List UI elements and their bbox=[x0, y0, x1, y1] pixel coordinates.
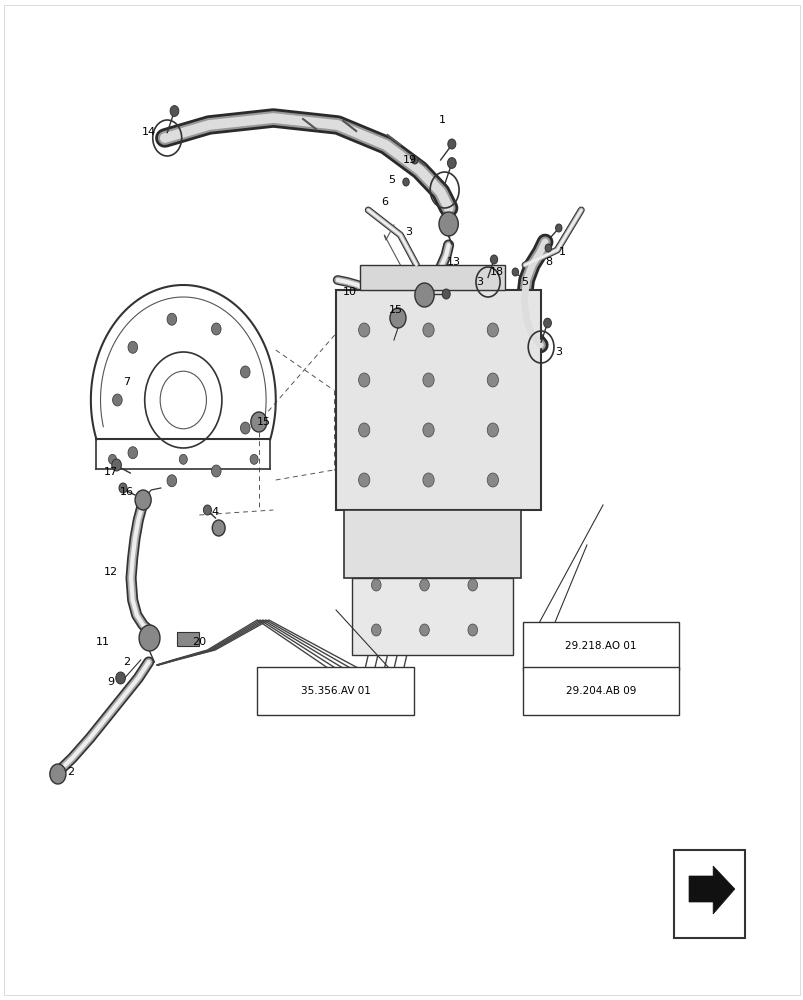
Circle shape bbox=[170, 106, 178, 116]
Circle shape bbox=[371, 579, 381, 591]
Circle shape bbox=[438, 212, 458, 236]
Circle shape bbox=[512, 268, 518, 276]
Circle shape bbox=[358, 323, 369, 337]
Circle shape bbox=[112, 459, 121, 471]
Circle shape bbox=[112, 394, 122, 406]
Text: 35.356.AV 01: 35.356.AV 01 bbox=[300, 686, 370, 696]
Bar bbox=[336, 290, 540, 510]
Text: 3: 3 bbox=[555, 347, 561, 357]
Text: 20: 20 bbox=[192, 637, 206, 647]
Text: 5: 5 bbox=[388, 175, 394, 185]
Circle shape bbox=[135, 490, 151, 510]
Circle shape bbox=[128, 447, 137, 459]
Circle shape bbox=[167, 313, 177, 325]
Text: 5: 5 bbox=[520, 277, 527, 287]
Circle shape bbox=[50, 764, 66, 784]
Text: 1: 1 bbox=[559, 247, 565, 257]
Circle shape bbox=[358, 473, 369, 487]
Text: 3: 3 bbox=[405, 227, 411, 237]
Circle shape bbox=[422, 323, 434, 337]
Text: 12: 12 bbox=[104, 567, 118, 577]
Circle shape bbox=[543, 318, 551, 328]
Circle shape bbox=[179, 454, 187, 464]
Text: 6: 6 bbox=[381, 197, 387, 207]
Circle shape bbox=[251, 412, 267, 432]
Circle shape bbox=[442, 289, 450, 299]
Circle shape bbox=[487, 473, 498, 487]
Text: 1: 1 bbox=[438, 115, 445, 125]
Text: 2: 2 bbox=[67, 767, 74, 777]
Text: 15: 15 bbox=[256, 417, 271, 427]
Text: 19: 19 bbox=[402, 155, 417, 165]
Text: 2: 2 bbox=[124, 657, 130, 667]
Circle shape bbox=[422, 473, 434, 487]
Circle shape bbox=[411, 156, 418, 164]
Bar bbox=[673, 850, 744, 938]
Circle shape bbox=[128, 341, 137, 353]
Circle shape bbox=[544, 244, 551, 252]
Text: 11: 11 bbox=[96, 637, 110, 647]
Circle shape bbox=[211, 465, 221, 477]
Text: 15: 15 bbox=[388, 305, 402, 315]
Text: 17: 17 bbox=[104, 467, 118, 477]
Circle shape bbox=[419, 579, 429, 591]
FancyBboxPatch shape bbox=[522, 667, 679, 715]
Text: 14: 14 bbox=[141, 127, 156, 137]
Circle shape bbox=[447, 139, 455, 149]
Circle shape bbox=[419, 624, 429, 636]
Circle shape bbox=[119, 483, 127, 493]
Circle shape bbox=[487, 373, 498, 387]
Circle shape bbox=[467, 579, 477, 591]
Circle shape bbox=[139, 625, 160, 651]
Circle shape bbox=[487, 423, 498, 437]
Text: 16: 16 bbox=[120, 487, 134, 497]
FancyBboxPatch shape bbox=[522, 622, 679, 670]
Polygon shape bbox=[688, 866, 734, 914]
Circle shape bbox=[422, 423, 434, 437]
Text: 7: 7 bbox=[124, 377, 130, 387]
Bar bbox=[344, 510, 520, 578]
Bar bbox=[177, 632, 199, 646]
Text: 8: 8 bbox=[544, 257, 551, 267]
Text: 10: 10 bbox=[342, 287, 357, 297]
Text: 4: 4 bbox=[212, 507, 218, 517]
FancyBboxPatch shape bbox=[257, 667, 414, 715]
Circle shape bbox=[422, 373, 434, 387]
Text: 18: 18 bbox=[489, 267, 503, 277]
Circle shape bbox=[240, 422, 250, 434]
Text: 13: 13 bbox=[446, 257, 461, 267]
Circle shape bbox=[414, 283, 434, 307]
Circle shape bbox=[167, 475, 177, 487]
Circle shape bbox=[358, 423, 369, 437]
Circle shape bbox=[108, 454, 116, 464]
Text: 3: 3 bbox=[476, 277, 483, 287]
Circle shape bbox=[467, 624, 477, 636]
Bar bbox=[352, 578, 512, 655]
Circle shape bbox=[203, 505, 211, 515]
Circle shape bbox=[371, 624, 381, 636]
Circle shape bbox=[555, 224, 561, 232]
Text: 29.218.AO 01: 29.218.AO 01 bbox=[565, 641, 636, 651]
Circle shape bbox=[490, 255, 497, 264]
Circle shape bbox=[487, 323, 498, 337]
Circle shape bbox=[240, 366, 250, 378]
Bar bbox=[360, 265, 504, 290]
Circle shape bbox=[116, 672, 125, 684]
Text: 29.204.AB 09: 29.204.AB 09 bbox=[565, 686, 635, 696]
Circle shape bbox=[211, 323, 221, 335]
Circle shape bbox=[447, 158, 455, 168]
Circle shape bbox=[212, 520, 225, 536]
Circle shape bbox=[250, 454, 258, 464]
Circle shape bbox=[389, 308, 406, 328]
Circle shape bbox=[402, 178, 409, 186]
Text: 9: 9 bbox=[108, 677, 114, 687]
Circle shape bbox=[358, 373, 369, 387]
